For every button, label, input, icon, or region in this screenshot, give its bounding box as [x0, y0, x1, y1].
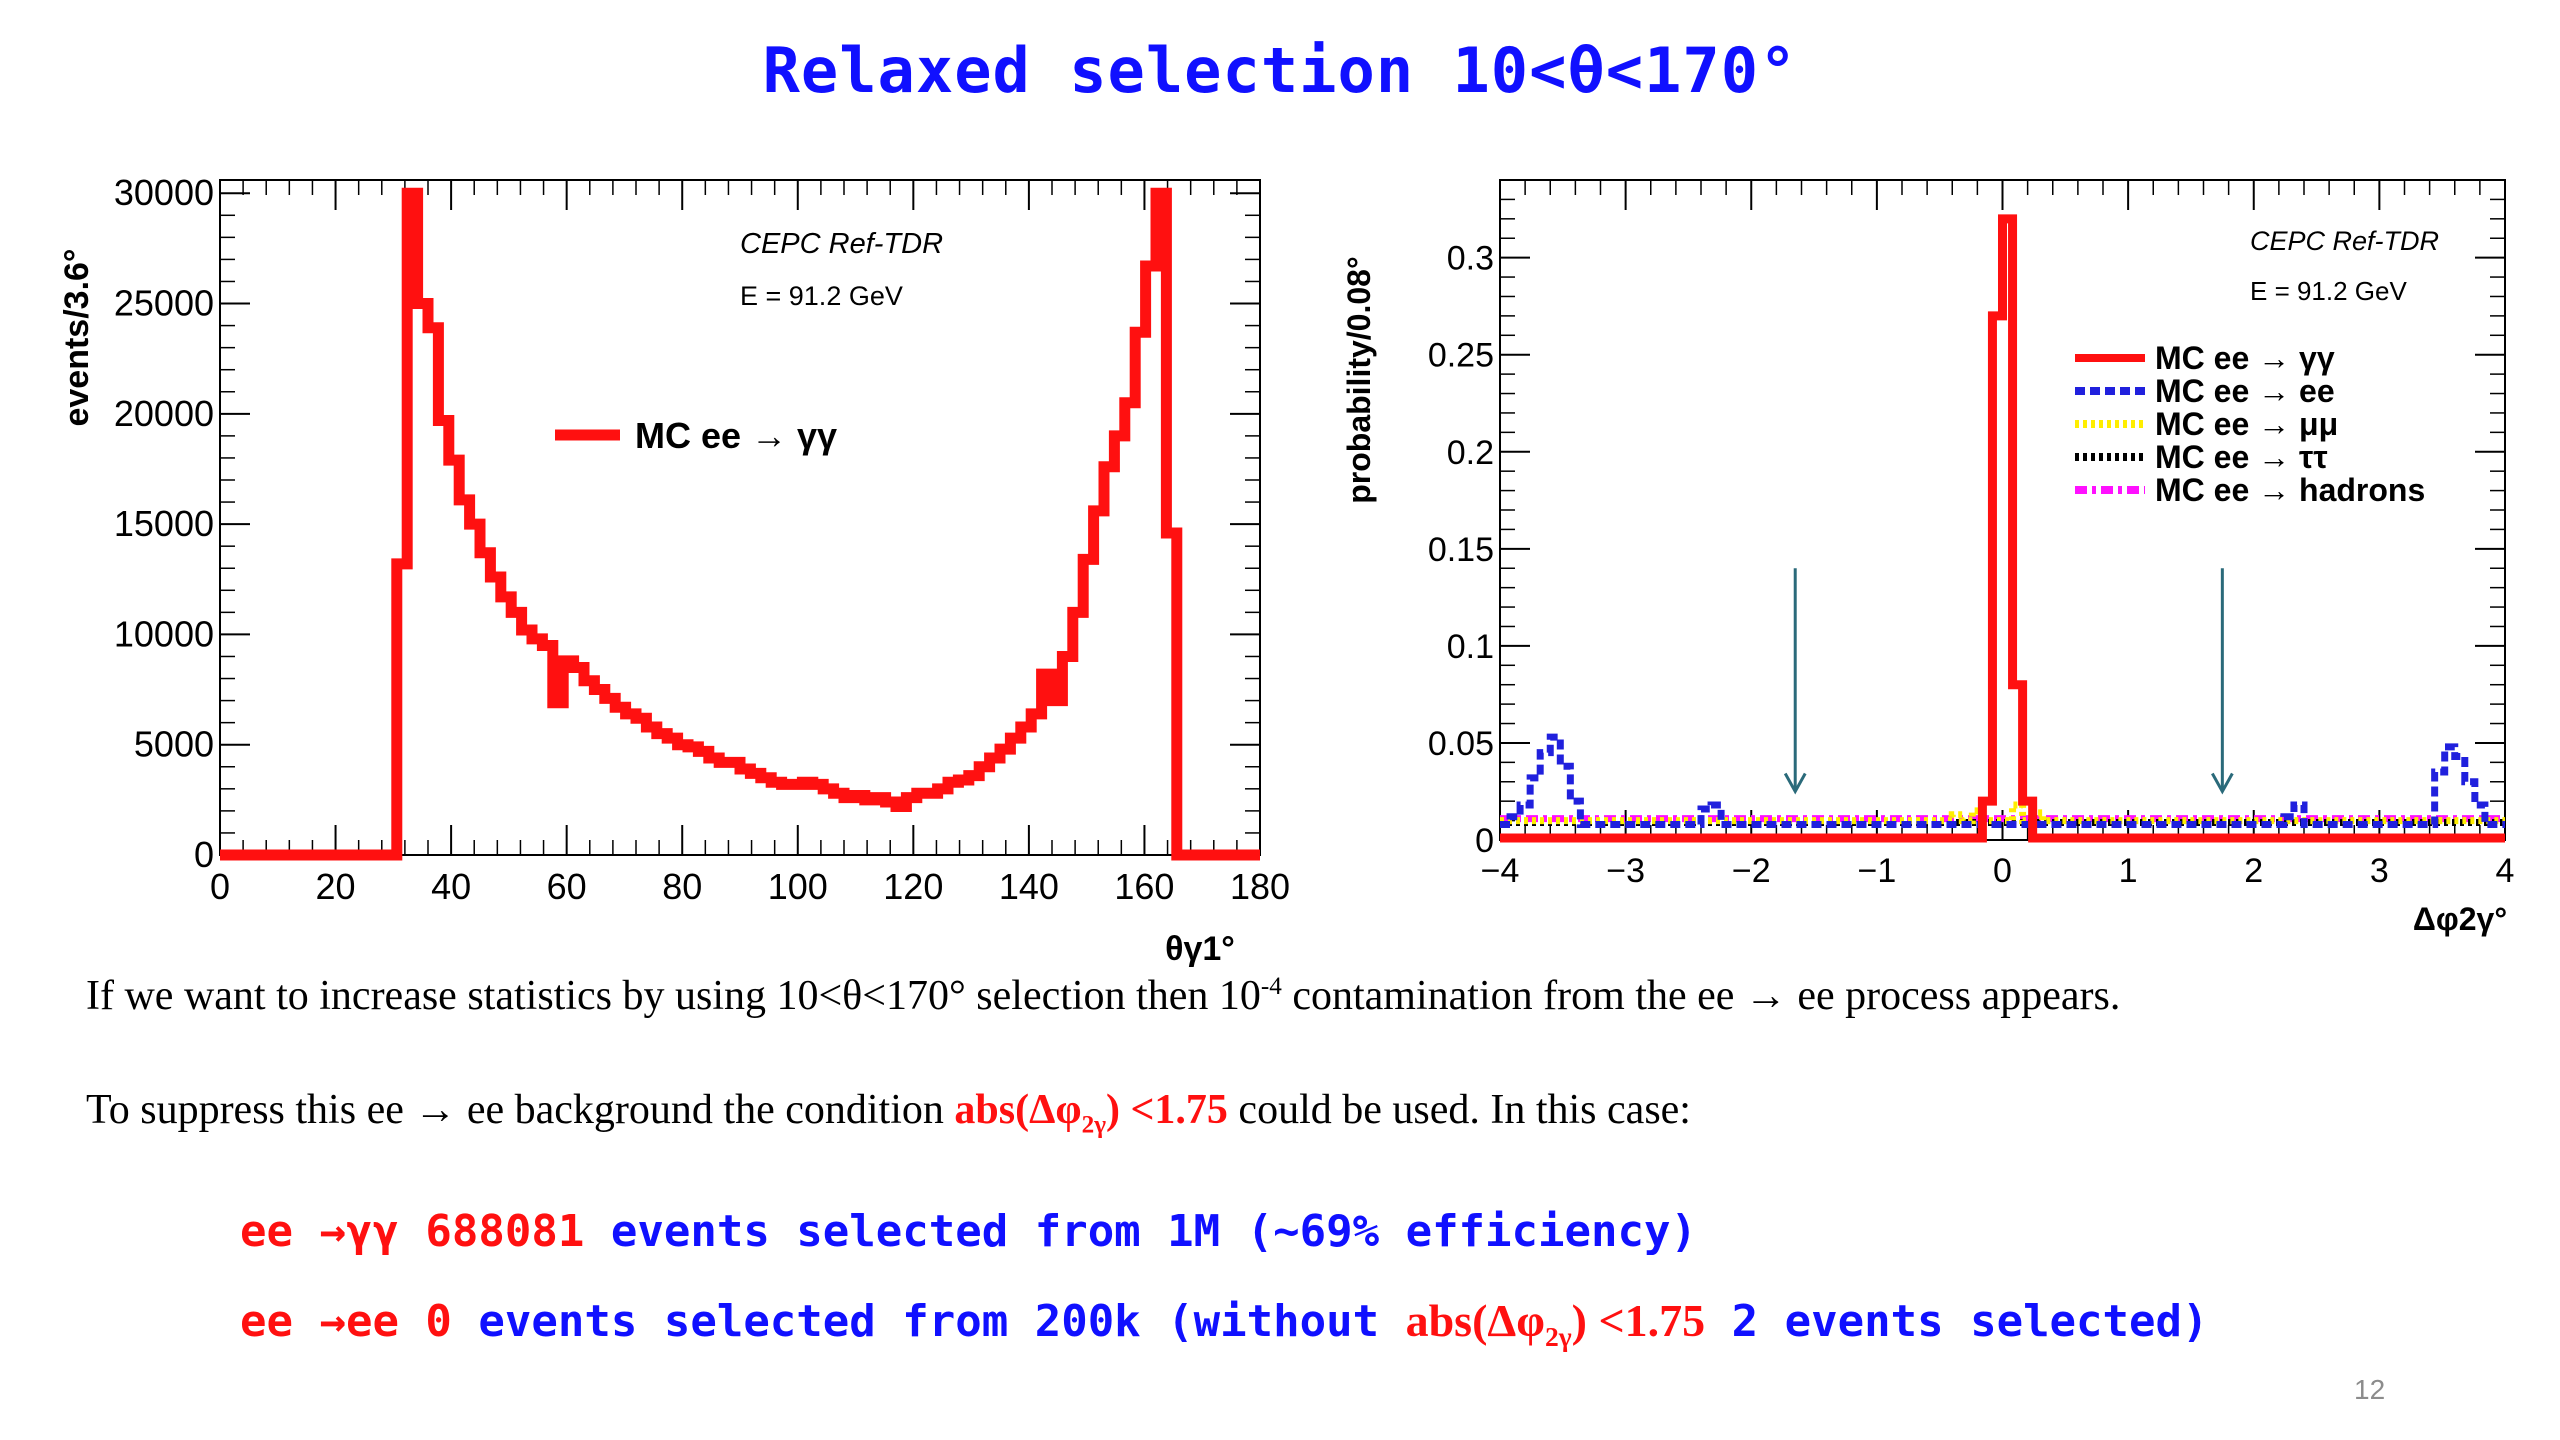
plot-frame [219, 179, 1261, 856]
legend-label-4: MC ee → hadrons [2155, 472, 2425, 508]
p2-text-a: To suppress this ee → ee background the … [86, 1087, 955, 1133]
x-tick-label: 60 [547, 866, 587, 907]
x-tick-label: −4 [1481, 852, 1520, 890]
legend-label-1: MC ee → ee [2155, 373, 2335, 409]
p2-cond-b: ) <1.75 [1106, 1087, 1228, 1133]
annotation-experiment: CEPC Ref-TDR [740, 228, 943, 260]
histogram-line-mc-ee-gammagamma [220, 187, 1260, 861]
y-tick-label: 0.1 [1447, 628, 1494, 666]
legend-label-0: MC ee → γγ [2155, 340, 2335, 376]
y-tick-label: 0.05 [1428, 725, 1494, 763]
y-tick-label: 25000 [114, 283, 214, 324]
p1-superscript: -4 [1260, 973, 1282, 1000]
histogram-series-1 [1500, 733, 2505, 828]
l1-red: ee →γγ 688081 [240, 1206, 585, 1257]
l2-cond-a: abs(Δφ [1405, 1295, 1545, 1346]
x-tick-label: 140 [999, 866, 1059, 907]
x-axis-label: Δφ2γ° [2413, 901, 2507, 937]
x-tick-label: 120 [883, 866, 943, 907]
paragraph-suppress: To suppress this ee → ee background the … [86, 1086, 1691, 1139]
annotation-energy: E = 91.2 GeV [740, 281, 903, 311]
p1-text-b: contamination from the ee → ee process a… [1281, 973, 2121, 1019]
y-tick-label: 0.3 [1447, 240, 1494, 278]
x-tick-label: 0 [210, 866, 230, 907]
y-axis-label: probability/0.08° [1341, 256, 1377, 504]
y-tick-label: 0.2 [1447, 434, 1494, 472]
legend-label-3: MC ee → ττ [2155, 439, 2328, 475]
x-tick-label: 40 [431, 866, 471, 907]
legend-label: MC ee → γγ [635, 415, 837, 456]
p2-cond-sub: 2γ [1081, 1111, 1106, 1139]
dphi-histogram-svg: 0 0.05 0.1 0.15 0.2 0.25 0.3 −4 −3 −2 −1 0 1 2 3 4 proba… [1341, 179, 2515, 937]
page-number: 12 [2354, 1374, 2386, 1405]
x-tick-label: 3 [2370, 852, 2389, 890]
p2-condition: abs(Δφ2γ) <1.75 [954, 1087, 1228, 1138]
x-tick-label: −3 [1606, 852, 1645, 890]
x-tick-label: −1 [1857, 852, 1896, 890]
y-tick-label: 5000 [134, 724, 214, 765]
slide-title: Relaxed selection 10<θ<170° [762, 34, 1798, 107]
legend-label-2: MC ee → μμ [2155, 406, 2338, 442]
y-tick-label: 15000 [114, 503, 214, 544]
y-tick-label: 0.25 [1428, 337, 1494, 375]
l1-blue: events selected from 1M (~69% efficiency… [584, 1206, 1697, 1257]
x-tick-label: 1 [2119, 852, 2138, 890]
paragraph-contamination: If we want to increase statistics by usi… [86, 972, 2120, 1020]
cut-arrow-head [2211, 772, 2234, 795]
cut-arrow-head [1783, 772, 1807, 795]
x-tick-label: 160 [1114, 866, 1174, 907]
x-tick-label: 4 [2496, 852, 2515, 890]
theta-histogram-chart: 0 5000 10000 15000 20000 25000 30000 0 20 40 60 80 1… [20, 160, 1340, 980]
p2-text-b: could be used. In this case: [1227, 1087, 1691, 1133]
x-tick-label: 2 [2244, 852, 2263, 890]
l2-cond-b: ) <1.75 [1571, 1295, 1706, 1346]
y-tick-label: 10000 [114, 613, 214, 654]
x-tick-label: 0 [1993, 852, 2012, 890]
l2-blue: events selected from 200k (without [451, 1296, 1406, 1347]
l2-cond-sub: 2γ [1544, 1321, 1572, 1353]
x-tick-label: 20 [316, 866, 356, 907]
x-tick-label: 100 [768, 866, 828, 907]
y-tick-label: 0.15 [1428, 531, 1494, 569]
l2-condition: abs(Δφ2γ) <1.75 [1405, 1295, 1706, 1352]
y-tick-label: 30000 [114, 172, 214, 213]
x-axis-label: θγ1° [1165, 930, 1235, 968]
annotation-experiment: CEPC Ref-TDR [2250, 226, 2439, 256]
annotation-energy: E = 91.2 GeV [2250, 276, 2407, 306]
y-tick-label: 0 [194, 834, 214, 875]
y-tick-label: 0 [1475, 822, 1494, 860]
theta-histogram-svg: 0 5000 10000 15000 20000 25000 30000 0 20 40 60 80 1… [58, 172, 1290, 968]
p2-cond-a: abs(Δφ [954, 1087, 1082, 1133]
dphi-histogram-chart: 0 0.05 0.1 0.15 0.2 0.25 0.3 −4 −3 −2 −1 0 1 2 3 4 proba… [1330, 160, 2560, 970]
p1-text-a: If we want to increase statistics by usi… [86, 973, 1261, 1019]
l2-red: ee →ee 0 [240, 1296, 452, 1347]
y-axis-label: events/3.6° [58, 248, 96, 426]
x-tick-label: 180 [1230, 866, 1290, 907]
y-tick-label: 20000 [114, 393, 214, 434]
result-ee: ee →ee 0 events selected from 200k (with… [240, 1294, 2209, 1353]
histogram-series-0 [1500, 214, 2505, 843]
x-tick-label: −2 [1732, 852, 1771, 890]
result-gammagamma: ee →γγ 688081 events selected from 1M (~… [240, 1206, 1697, 1257]
x-tick-label: 80 [662, 866, 702, 907]
l2-blue-end: 2 events selected) [1705, 1296, 2209, 1347]
